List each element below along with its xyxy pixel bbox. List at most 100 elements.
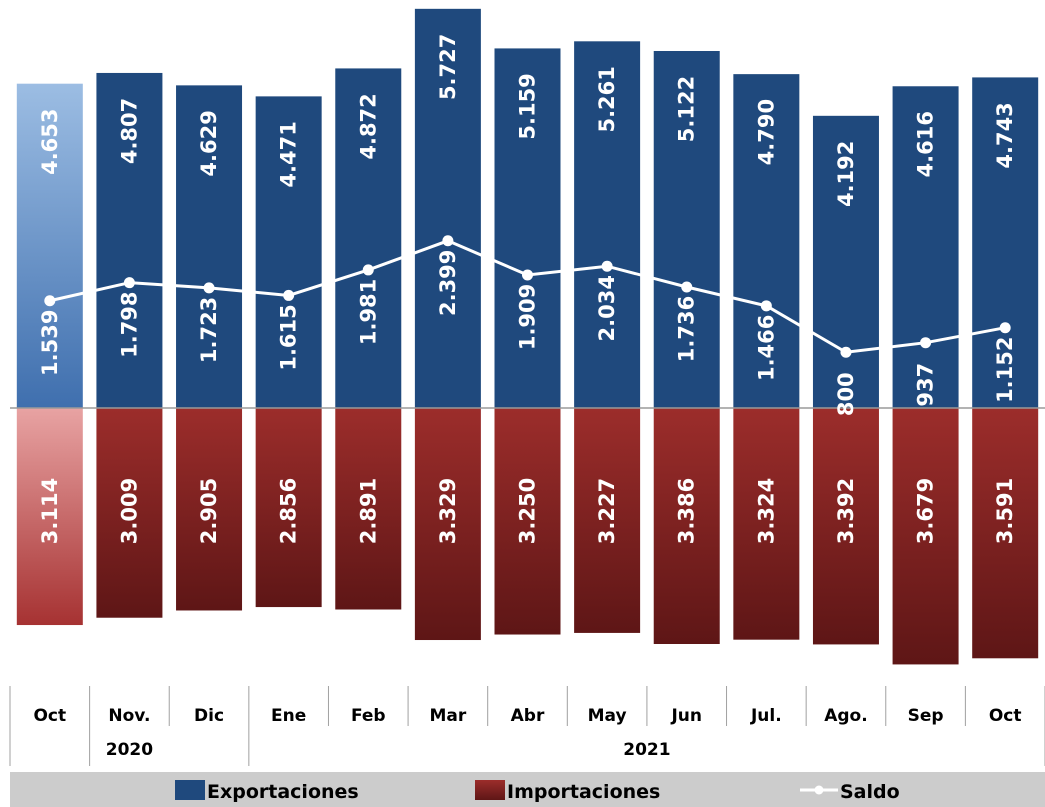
saldo-point xyxy=(123,277,135,289)
saldo-value-label: 1.723 xyxy=(197,297,221,363)
import-bar xyxy=(653,408,720,645)
category-tick-label: Dic xyxy=(194,706,224,726)
saldo-value-label: 1.615 xyxy=(277,304,301,370)
export-bar xyxy=(96,72,163,409)
saldo-point xyxy=(283,289,295,301)
saldo-value-label: 1.981 xyxy=(356,279,380,345)
import-value-label: 3.009 xyxy=(117,478,141,544)
saldo-value-label: 1.539 xyxy=(38,310,62,376)
saldo-value-label: 2.034 xyxy=(595,275,619,341)
category-tick-label: Ago. xyxy=(824,706,867,726)
export-bar xyxy=(255,96,322,408)
import-bar xyxy=(972,408,1039,659)
export-value-label: 4.192 xyxy=(834,141,858,207)
import-bar xyxy=(176,408,243,611)
export-bar xyxy=(574,41,641,409)
bars-layer xyxy=(16,8,1039,665)
import-value-label: 2.905 xyxy=(197,478,221,544)
category-tick-label: Oct xyxy=(33,706,66,726)
export-value-label: 4.743 xyxy=(993,102,1017,168)
import-bar xyxy=(16,408,83,626)
category-axis: Oct Nov. Dic Ene Feb Mar Abr May Jun Jul. Ago. Sep O… xyxy=(9,686,1045,766)
import-value-label: 3.250 xyxy=(516,478,540,544)
year-label: 2020 xyxy=(106,740,153,760)
import-bar xyxy=(733,408,800,640)
saldo-value-label: 1.798 xyxy=(117,291,141,357)
saldo-value-label: 1.909 xyxy=(516,284,540,350)
import-bar xyxy=(574,408,641,633)
import-bar xyxy=(414,408,481,641)
import-value-label: 3.227 xyxy=(595,478,619,544)
export-value-label: 4.872 xyxy=(356,93,380,159)
export-bar xyxy=(653,50,720,408)
export-value-label: 4.790 xyxy=(754,99,778,165)
data-labels-layer: 4.653 3.114 1.539 4.807 3.009 1.798 4.629 2.905… xyxy=(38,34,1017,545)
legend-label-saldo: Saldo xyxy=(840,781,900,803)
import-bar xyxy=(335,408,402,610)
export-bar xyxy=(414,8,481,409)
saldo-point xyxy=(681,281,693,293)
legend-marker-saldo xyxy=(814,785,824,795)
legend-label-exportaciones: Exportaciones xyxy=(207,781,359,803)
category-tick-label: Jun xyxy=(670,706,702,726)
saldo-value-label: 1.736 xyxy=(675,296,699,362)
category-tick-label: Sep xyxy=(908,706,944,726)
export-bar xyxy=(892,86,959,408)
export-value-label: 4.807 xyxy=(117,98,141,164)
import-value-label: 3.591 xyxy=(993,478,1017,544)
export-value-label: 5.727 xyxy=(436,34,460,100)
legend-swatch-importaciones xyxy=(475,780,505,800)
category-tick-label: Feb xyxy=(351,706,386,726)
saldo-value-label: 800 xyxy=(834,372,858,416)
saldo-point xyxy=(203,282,215,294)
saldo-point xyxy=(522,269,533,281)
category-tick-label: Nov. xyxy=(108,706,150,726)
saldo-point xyxy=(601,260,613,272)
import-value-label: 3.114 xyxy=(38,478,62,544)
import-bar xyxy=(892,408,959,665)
import-value-label: 3.392 xyxy=(834,478,858,544)
export-bar xyxy=(812,115,879,408)
export-bar xyxy=(972,77,1039,408)
export-value-label: 5.159 xyxy=(516,73,540,139)
import-value-label: 2.891 xyxy=(356,478,380,544)
export-value-label: 5.261 xyxy=(595,66,619,132)
saldo-series xyxy=(44,235,1011,358)
export-bar xyxy=(335,68,402,408)
import-value-label: 3.324 xyxy=(754,478,778,544)
category-tick-label: Jul. xyxy=(750,706,782,726)
category-tick-label: May xyxy=(588,706,627,726)
export-value-label: 4.629 xyxy=(197,110,221,176)
import-bar xyxy=(494,408,561,635)
import-value-label: 3.329 xyxy=(436,478,460,544)
saldo-point xyxy=(840,346,852,358)
import-bar xyxy=(812,408,879,645)
import-bar xyxy=(255,408,322,608)
saldo-value-label: 1.466 xyxy=(754,315,778,381)
category-tick-label: Mar xyxy=(429,706,466,726)
export-value-label: 4.471 xyxy=(277,121,301,187)
import-bar xyxy=(96,408,163,618)
category-tick-label: Ene xyxy=(271,706,306,726)
import-value-label: 2.856 xyxy=(277,478,301,544)
export-bar xyxy=(733,74,800,409)
export-value-label: 4.653 xyxy=(38,108,62,174)
saldo-point xyxy=(999,322,1011,334)
saldo-value-label: 937 xyxy=(914,363,938,407)
saldo-point xyxy=(920,337,932,349)
export-bar xyxy=(16,83,83,408)
saldo-value-label: 1.152 xyxy=(993,336,1017,402)
saldo-point xyxy=(362,264,374,276)
export-value-label: 4.616 xyxy=(914,111,938,177)
export-value-label: 5.122 xyxy=(675,76,699,142)
export-bar xyxy=(176,85,243,408)
legend: Exportaciones Importaciones Saldo xyxy=(10,772,1045,807)
legend-label-importaciones: Importaciones xyxy=(507,781,660,803)
saldo-point xyxy=(442,235,454,247)
import-value-label: 3.679 xyxy=(914,478,938,544)
category-tick-label: Abr xyxy=(511,706,545,726)
year-label: 2021 xyxy=(623,740,670,760)
saldo-point xyxy=(760,300,772,312)
import-value-label: 3.386 xyxy=(675,478,699,544)
